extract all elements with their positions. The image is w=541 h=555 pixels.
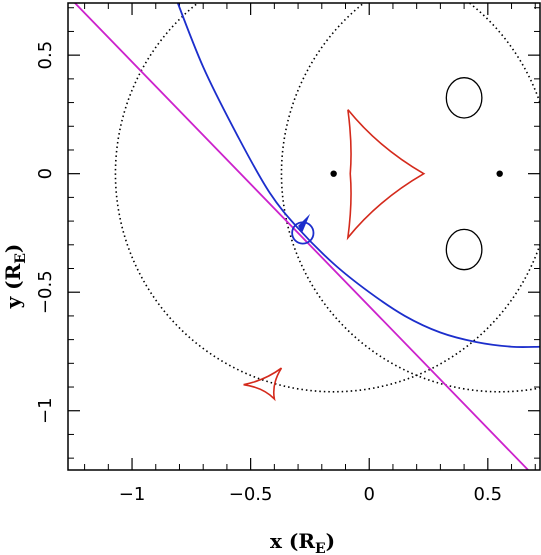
x-tick-label-3: 0.5 [473, 484, 502, 505]
y-tick-label-3: −1 [35, 397, 56, 424]
second-ring [280, 3, 540, 393]
y-tick-label-2: −0.5 [35, 270, 56, 314]
x-tick-label-0: −1 [119, 484, 146, 505]
x-tick-label-2: 0 [363, 484, 374, 505]
caustic-0 [346, 109, 426, 241]
trajectory-line-0 [176, 3, 540, 348]
caustic-1 [243, 367, 283, 402]
trajectory-line-1 [73, 3, 529, 470]
y-tick-label-1: 0 [35, 168, 56, 179]
x-tick-label-1: −0.5 [229, 484, 273, 505]
axis-ticks [68, 3, 540, 470]
x-axis-label-close: ) [326, 529, 335, 553]
x-axis-label-sub: E [315, 541, 326, 555]
direction-arrow [298, 213, 311, 233]
x-axis-label-main: x (R [270, 529, 315, 553]
x-axis-label: x (RE) [270, 529, 335, 555]
einstein-ring [114, 3, 540, 393]
y-axis-label-main: y (R [1, 263, 25, 309]
plot-content [73, 3, 540, 470]
lens-point-0 [330, 170, 337, 177]
lens-point-1 [496, 170, 503, 177]
tick-labels: −1 −0.5 0 0.5 0.5 0 −0.5 −1 [35, 41, 502, 505]
critical-loop-1 [445, 228, 483, 271]
y-axis-label-sub: E [13, 253, 29, 264]
y-tick-label-0: 0.5 [35, 41, 56, 70]
critical-loop-0 [445, 77, 483, 119]
y-axis-label-close: ) [1, 244, 25, 253]
plot-frame [67, 2, 541, 471]
y-axis-label: y (RE) [1, 244, 29, 310]
